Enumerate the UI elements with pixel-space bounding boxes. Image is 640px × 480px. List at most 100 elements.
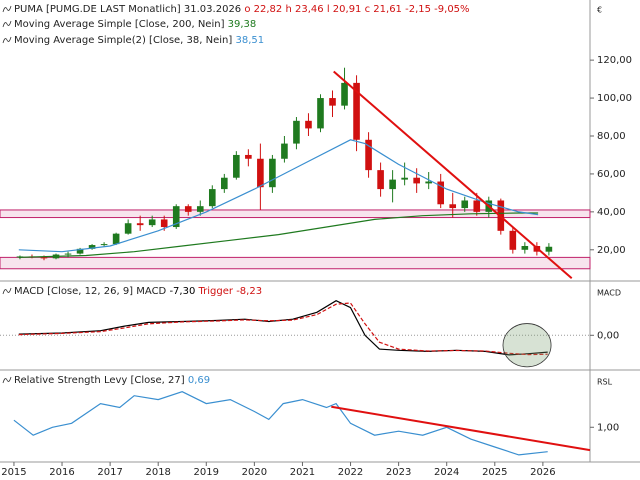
candle-body [425, 181, 432, 184]
legend-icon [2, 36, 12, 44]
legend-icon [2, 376, 12, 384]
legend-entry: PUMA [PUMG.DE LAST Monatlich] 31.03.2026… [14, 4, 470, 15]
legend-text: 38,51 [235, 35, 264, 46]
candle-body [413, 177, 420, 184]
legend-text: PUMA [PUMG.DE LAST Monatlich] [14, 4, 181, 15]
x-tick-label: 2018 [145, 467, 170, 478]
panel: 1,00 RSL Relative Strength Levy [Close, 27… [2, 375, 619, 456]
candle-body [437, 181, 445, 205]
trendline [333, 70, 573, 279]
candle-body [172, 206, 180, 228]
candle-body [196, 206, 204, 212]
legend-text: Moving Average Simple [Close, 200, Nein] [14, 19, 225, 30]
axis-label: € [597, 6, 602, 15]
candle-body [221, 177, 228, 190]
legend-text: Trigger [198, 286, 234, 297]
zone [0, 256, 591, 270]
series-line [13, 391, 548, 456]
candle-body [257, 158, 264, 188]
legend-text: 39,38 [228, 19, 257, 30]
x-tick-label: 2022 [338, 467, 363, 478]
candle-body [124, 223, 132, 234]
candle-body [233, 154, 240, 178]
x-tick-label: 2023 [386, 467, 411, 478]
y-tick-label: 100,00 [597, 93, 632, 104]
legend-icon [2, 5, 12, 13]
legend-text: Relative Strength Levy [Close, 27] [14, 375, 185, 386]
x-tick-label: 2019 [194, 467, 219, 478]
panel: 20,00 40,00 60,00 80,00 100,00 120,00 € PUMA [P… [0, 4, 632, 279]
candle-body [341, 82, 348, 106]
legend-icon [2, 287, 12, 295]
candle-body [461, 200, 469, 209]
legend-entry: Moving Average Simple(2) [Close, 38, Nei… [14, 35, 264, 46]
y-tick-label: 60,00 [597, 169, 626, 180]
candle-body [184, 206, 192, 212]
candle-body [377, 170, 384, 190]
legend-text: Moving Average Simple(2) [Close, 38, Nei… [14, 35, 232, 46]
y-tick-label: 1,00 [597, 422, 619, 433]
y-tick-label: 20,00 [597, 245, 626, 256]
y-tick-label: 120,00 [597, 55, 632, 66]
candle-body [208, 189, 216, 207]
trendline [331, 405, 591, 452]
candle-body [401, 177, 408, 180]
legend-text: o 22,82 [244, 4, 282, 15]
legend-text: c 21,61 [365, 4, 402, 15]
x-tick-label: 2015 [1, 467, 26, 478]
candle-body [317, 98, 324, 129]
candle-body [293, 120, 300, 144]
axis-label: RSL [597, 378, 613, 387]
legend-text: l 20,91 [327, 4, 362, 15]
candle-body [281, 143, 288, 159]
legend-text: 31.03.2026 [184, 4, 241, 15]
candle-body [112, 233, 120, 245]
candle-body [76, 248, 84, 254]
candle-body [305, 120, 312, 129]
y-tick-label: 40,00 [597, 207, 626, 218]
zone [0, 209, 591, 219]
series-line [18, 139, 539, 253]
x-tick-label: 2016 [49, 467, 74, 478]
candle-body [353, 82, 360, 140]
legend-text: -8,23 [236, 286, 262, 297]
series-line [18, 212, 539, 258]
candle-body [136, 223, 144, 226]
legend-text: -2,15 [405, 4, 431, 15]
candle-body [148, 219, 156, 226]
candle-body [269, 158, 276, 188]
x-tick-label: 2024 [434, 467, 459, 478]
axis-label: MACD [597, 289, 621, 298]
candle-body [545, 246, 553, 252]
candle-body [88, 245, 96, 249]
candle-body [389, 179, 396, 190]
legend-text: MACD [Close, 12, 26, 9] [14, 286, 133, 297]
legend-text: -9,05% [434, 4, 469, 15]
legend-text: h 23,46 [285, 4, 323, 15]
candle-body [509, 230, 517, 250]
x-tick-label: 2025 [482, 467, 507, 478]
candle-body [160, 219, 168, 228]
highlight-circle [502, 323, 552, 368]
legend-text: MACD [136, 286, 166, 297]
candle-body [329, 98, 336, 106]
y-tick-label: 80,00 [597, 131, 626, 142]
candle-body [245, 154, 252, 159]
legend-entry: Moving Average Simple [Close, 200, Nein]… [14, 19, 256, 30]
x-tick-label: 2017 [97, 467, 122, 478]
candle-body [449, 204, 457, 209]
x-tick-label: 2021 [290, 467, 315, 478]
legend-icon [2, 20, 12, 28]
candle-body [521, 245, 529, 250]
candle-body [473, 200, 481, 212]
candle-body [365, 139, 372, 171]
y-tick-label: 0,00 [597, 330, 619, 341]
candle-body [100, 244, 108, 246]
legend-text: -7,30 [169, 286, 195, 297]
series-line [18, 302, 548, 356]
x-tick-label: 2020 [242, 467, 267, 478]
candle-body [64, 253, 72, 255]
